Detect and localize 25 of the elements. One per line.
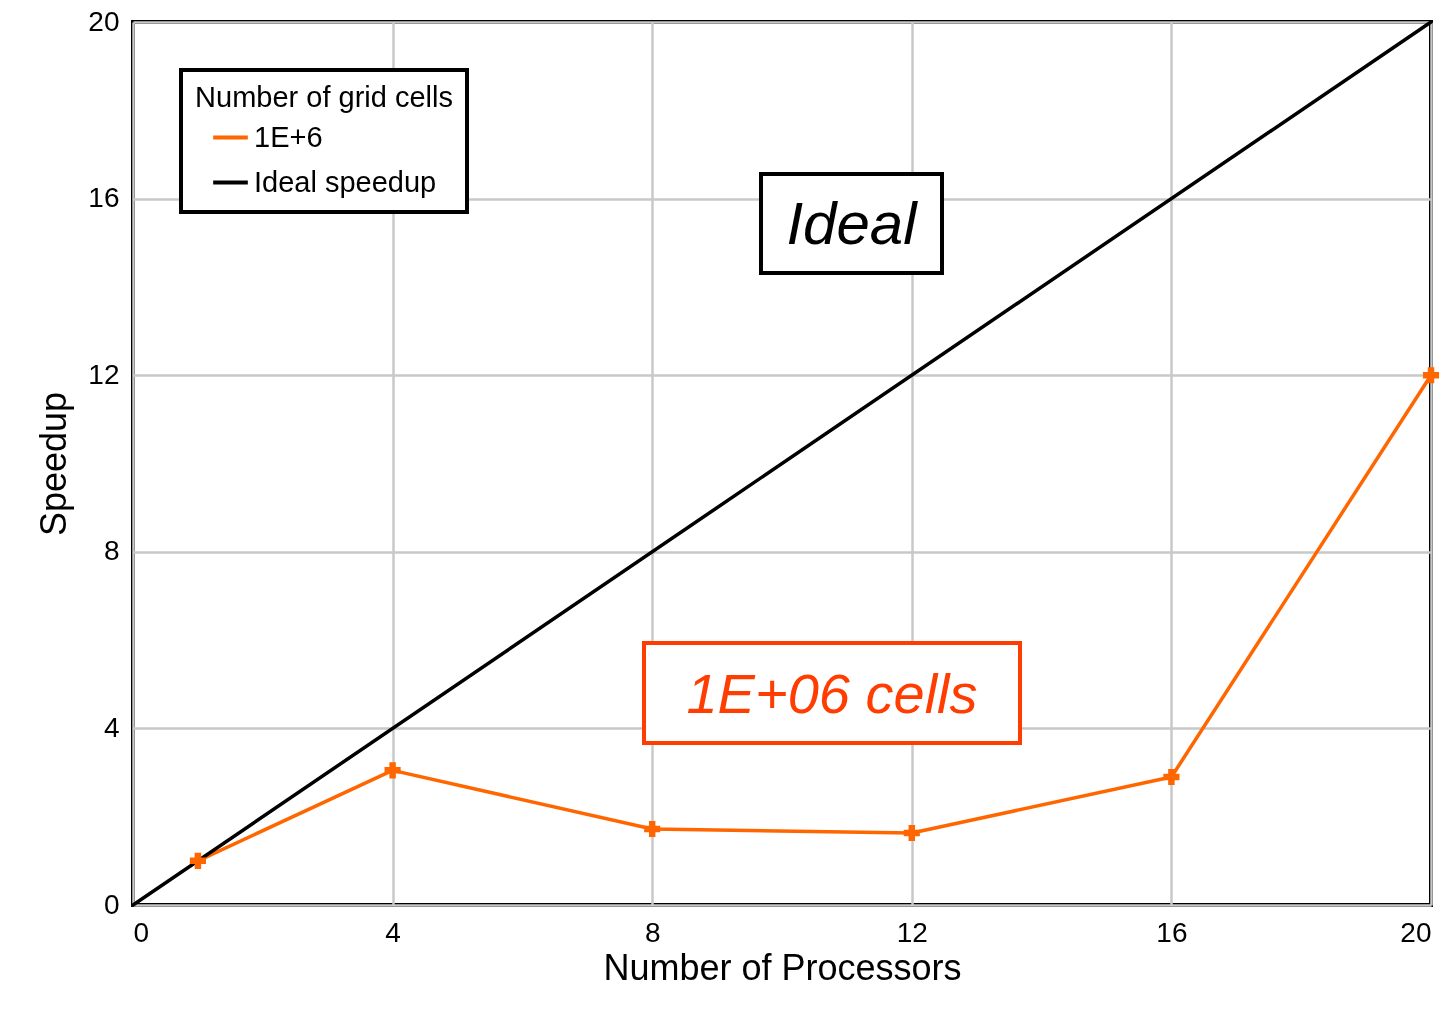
point — [644, 821, 661, 838]
legend-label: 1E+6 — [254, 120, 323, 153]
y-tick-label: 0 — [103, 888, 120, 920]
point — [384, 762, 401, 779]
x-tick-label: 4 — [385, 916, 401, 948]
x-tick-label: 20 — [1400, 916, 1432, 948]
x-axis-title: Number of Processors — [603, 946, 962, 988]
x-tick-label: 12 — [896, 916, 928, 948]
y-tick-label: 20 — [88, 5, 120, 37]
point — [1163, 768, 1180, 786]
annotation: Ideal — [759, 172, 944, 275]
y-tick-label: 16 — [88, 182, 120, 214]
x-tick-label: 8 — [644, 916, 661, 948]
y-tick-label: 12 — [88, 358, 120, 390]
x-tick-label: 16 — [1156, 916, 1188, 948]
y-tick-label: 8 — [103, 535, 120, 567]
point — [1422, 367, 1440, 384]
point — [903, 824, 920, 842]
legend-title: Number of grid cells — [195, 81, 453, 113]
x-tick-label: 0 — [133, 916, 150, 948]
point — [189, 852, 206, 869]
y-tick-label: 4 — [103, 711, 120, 743]
y-axis-title: Speedup — [33, 391, 75, 537]
annotation: 1E+06 cells — [642, 641, 1022, 745]
legend-label: Ideal speedup — [254, 165, 437, 198]
